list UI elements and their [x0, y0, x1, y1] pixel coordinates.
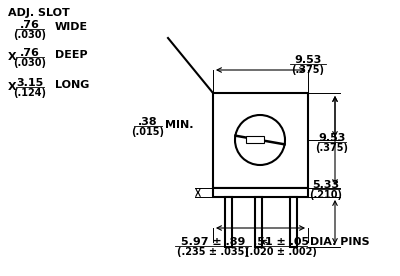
- Text: (.015): (.015): [132, 127, 164, 137]
- Text: (.210): (.210): [310, 190, 342, 200]
- Text: .38: .38: [138, 117, 158, 127]
- Bar: [246, 136, 264, 143]
- Text: 9.53: 9.53: [318, 133, 346, 143]
- Text: (.020 ± .002): (.020 ± .002): [245, 247, 317, 257]
- Text: ADJ. SLOT: ADJ. SLOT: [8, 8, 70, 18]
- Bar: [255, 197, 262, 247]
- Bar: [225, 197, 232, 247]
- Text: X: X: [8, 52, 17, 62]
- Text: .76: .76: [20, 48, 40, 58]
- Text: DIA. PINS: DIA. PINS: [310, 237, 370, 247]
- Text: (.030): (.030): [14, 30, 46, 40]
- Text: 3.15: 3.15: [16, 78, 44, 88]
- Text: .51 ± .05: .51 ± .05: [253, 237, 309, 247]
- Text: (.375): (.375): [292, 65, 324, 75]
- Text: (.375): (.375): [316, 143, 348, 153]
- Text: (.235 ± .035): (.235 ± .035): [177, 247, 249, 257]
- Bar: [290, 197, 297, 247]
- Text: 5.33: 5.33: [312, 180, 340, 190]
- Text: LONG: LONG: [55, 80, 89, 90]
- Text: (.124): (.124): [14, 88, 46, 98]
- Text: MIN.: MIN.: [165, 120, 194, 130]
- Circle shape: [235, 115, 285, 165]
- Text: DEEP: DEEP: [55, 50, 88, 60]
- Text: .76: .76: [20, 20, 40, 30]
- Text: WIDE: WIDE: [55, 22, 88, 32]
- Text: 9.53: 9.53: [294, 55, 322, 65]
- Bar: [213, 188, 308, 197]
- Text: (.030): (.030): [14, 58, 46, 68]
- Text: 5.97 ± .89: 5.97 ± .89: [181, 237, 245, 247]
- Text: X: X: [8, 82, 17, 92]
- Bar: [213, 93, 308, 188]
